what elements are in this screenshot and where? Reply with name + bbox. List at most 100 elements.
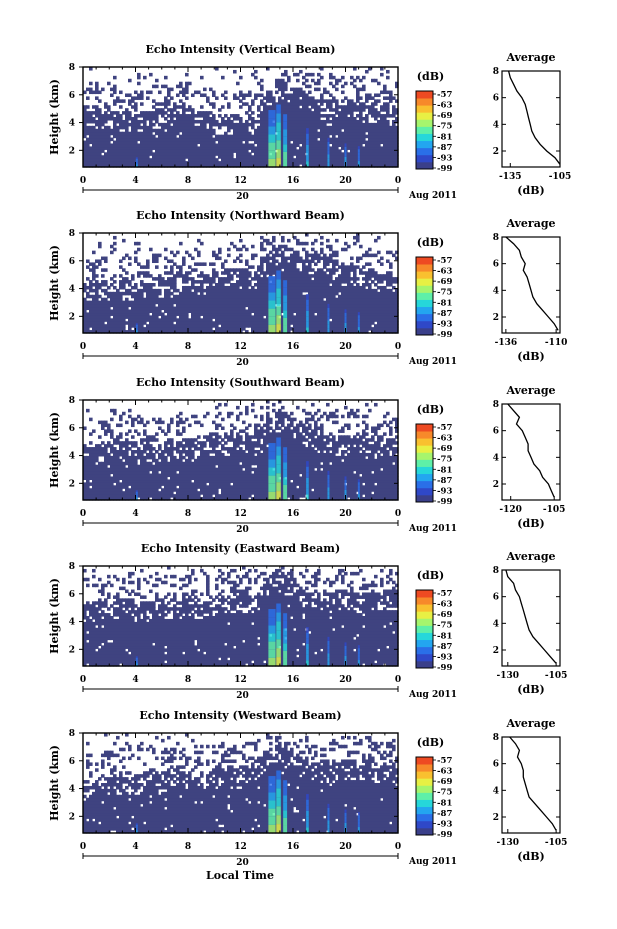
heatmap-cell [149, 125, 153, 130]
heatmap-cell [389, 90, 393, 95]
heatmap-cell [299, 318, 303, 322]
heatmap-cell [371, 330, 375, 334]
heatmap-cell [152, 309, 156, 314]
heatmap-cell [236, 143, 240, 148]
heatmap-cell [236, 152, 240, 156]
heatmap-cell [254, 93, 258, 98]
heatmap-cell [305, 253, 309, 258]
heatmap-cell [131, 140, 135, 145]
heatmap-cell [197, 303, 201, 308]
heatmap-cell [245, 300, 249, 305]
heatmap-cell [128, 312, 132, 316]
heatmap-cell [389, 300, 393, 305]
heatmap-cell [209, 131, 213, 136]
heatmap-cell [152, 259, 156, 264]
heatmap-cell [266, 300, 270, 305]
heatmap-cell [170, 300, 174, 305]
heatmap-cell [362, 122, 366, 127]
heatmap-cell [179, 137, 183, 142]
heatmap-cell [356, 306, 360, 311]
heatmap-cell [119, 117, 123, 121]
heatmap-cell [377, 277, 381, 281]
heatmap-cell [161, 111, 165, 115]
heatmap-cell [212, 294, 216, 299]
heatmap-cell [194, 300, 198, 305]
heatmap-cell [155, 312, 159, 316]
heatmap-cell [101, 280, 105, 284]
heatmap-cell [365, 146, 369, 150]
heatmap-cell [86, 152, 90, 156]
heatmap-cell [209, 315, 213, 319]
heatmap-cell [239, 137, 243, 142]
colorbar-tick-label: -63 [437, 267, 452, 277]
heatmap-cell [299, 259, 303, 264]
heatmap-cell [257, 152, 261, 156]
heatmap-cell [140, 271, 144, 275]
heatmap-cell [293, 297, 297, 302]
heatmap-cell [395, 315, 399, 319]
heatmap-cell [92, 327, 96, 331]
heatmap-cell [161, 300, 165, 305]
heatmap-cell [155, 137, 159, 142]
heatmap-cell [308, 283, 312, 287]
heatmap-cell [287, 285, 291, 290]
heatmap-cell [329, 324, 333, 328]
heatmap-cell [341, 268, 345, 272]
heatmap-cell [281, 119, 285, 124]
heatmap-cell [230, 291, 234, 296]
heatmap-cell [146, 294, 150, 299]
heatmap-cell [266, 143, 270, 148]
heatmap-cell [158, 327, 162, 331]
heatmap-cell [251, 137, 255, 142]
heatmap-cell [185, 114, 189, 118]
heatmap-cell [185, 288, 189, 293]
heatmap-cell [158, 321, 162, 325]
heatmap-cell [341, 84, 345, 89]
heatmap-cell [134, 297, 138, 302]
heatmap-cell [251, 161, 255, 165]
heatmap-cell [326, 288, 330, 293]
heatmap-cell [242, 321, 246, 325]
heatmap-cell [218, 327, 222, 331]
heatmap-cell [347, 146, 351, 150]
heatmap-cell [326, 244, 330, 249]
heatmap-cell [368, 277, 372, 281]
heatmap-cell [101, 300, 105, 305]
heatmap-cell [263, 155, 267, 159]
heatmap-cell [236, 330, 240, 334]
heatmap-cell [257, 140, 261, 145]
heatmap-cell [179, 241, 183, 246]
heatmap-cell [203, 128, 207, 133]
strong-echo-band [268, 276, 276, 285]
average-y-tick-label: 4 [493, 120, 499, 130]
heatmap-cell [224, 114, 228, 118]
heatmap-cell [110, 250, 114, 255]
strong-echo-band [276, 315, 281, 325]
x-tick-label: 12 [234, 176, 247, 186]
heatmap-cell [164, 117, 168, 121]
heatmap-cell [281, 105, 285, 109]
heatmap-cell [236, 81, 240, 86]
heatmap-cell [185, 90, 189, 95]
heatmap-cell [281, 318, 285, 322]
heatmap-cell [215, 134, 219, 139]
heatmap-cell [395, 158, 399, 162]
heatmap-cell [173, 318, 177, 322]
heatmap-cell [377, 158, 381, 162]
heatmap-cell [176, 294, 180, 299]
heatmap-cell [116, 143, 120, 148]
strong-echo-band [327, 328, 330, 333]
heatmap-cell [302, 96, 306, 100]
heatmap-cell [107, 137, 111, 142]
heatmap-cell [263, 283, 267, 287]
heatmap-cell [299, 291, 303, 296]
strong-echo-band [344, 160, 347, 164]
heatmap-cell [221, 149, 225, 153]
heatmap-cell [215, 312, 219, 316]
heatmap-cell [281, 146, 285, 150]
heatmap-cell [350, 128, 354, 133]
heatmap-cell [215, 274, 219, 278]
heatmap-cell [149, 134, 153, 139]
heatmap-cell [104, 259, 108, 264]
heatmap-cell [236, 303, 240, 308]
